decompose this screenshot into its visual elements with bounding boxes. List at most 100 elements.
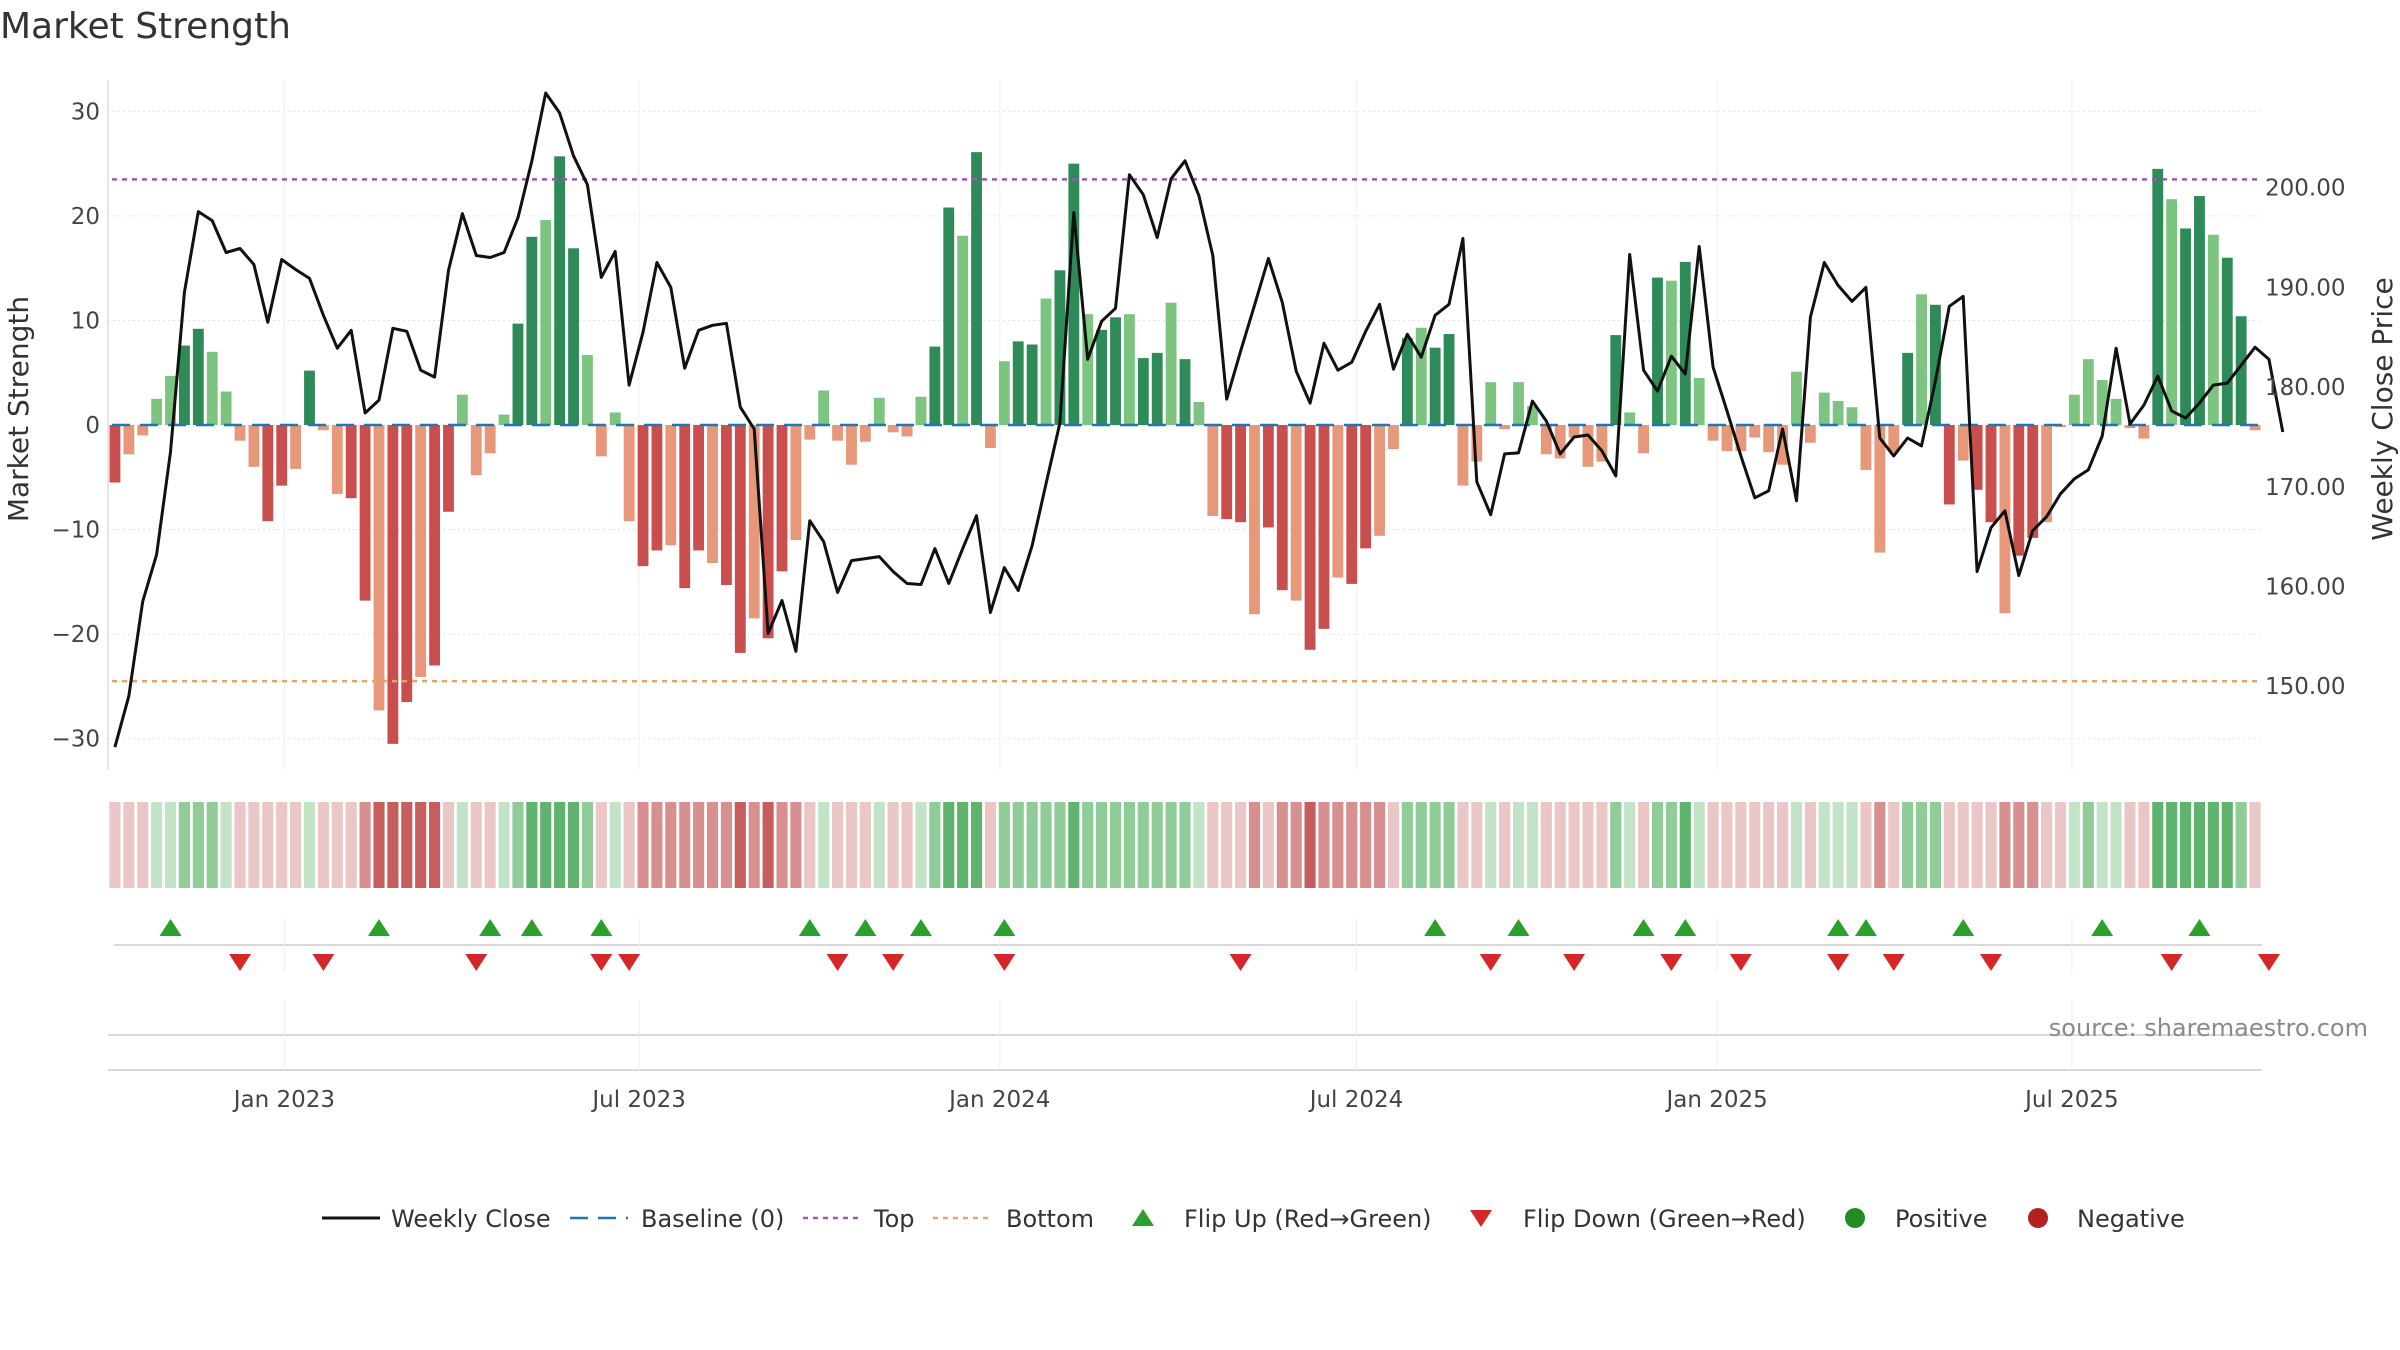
heat-cell (1054, 802, 1066, 888)
strength-bar (679, 425, 691, 589)
heat-cell (1804, 802, 1816, 888)
strength-bar (929, 346, 941, 425)
strength-bar (1971, 425, 1983, 490)
heat-cell (317, 802, 329, 888)
strength-bar (1096, 329, 1108, 425)
flip-down-marker (618, 954, 641, 971)
right-tick-label: 150.00 (2265, 674, 2345, 700)
heat-cell (998, 802, 1010, 888)
strength-bar (1429, 347, 1441, 425)
heat-cell (1902, 802, 1914, 888)
strength-bar (1832, 400, 1844, 425)
heat-cell (2221, 802, 2233, 888)
heat-cell (845, 802, 858, 888)
heat-cell (595, 802, 607, 888)
strength-bar (2249, 425, 2261, 431)
strength-bar (1054, 270, 1066, 425)
heat-cell (609, 802, 621, 888)
heat-cell (1651, 802, 1664, 888)
strength-bar (1123, 314, 1135, 425)
heat-cell (1165, 802, 1177, 888)
heat-cell (1888, 802, 1900, 888)
flip-up-marker (798, 919, 821, 936)
strength-bar (915, 396, 927, 425)
right-tick-label: 170.00 (2265, 475, 2345, 501)
heat-cell (1499, 802, 1511, 888)
strength-bar (1665, 280, 1677, 425)
heat-cell (345, 802, 357, 888)
strength-bar (1332, 425, 1344, 578)
heat-cell (1123, 802, 1135, 888)
right-axis: 200.00 190.00 180.00 170.00 160.00 150.00 (2265, 176, 2345, 701)
strength-bar (873, 397, 885, 425)
strength-bar (415, 425, 427, 677)
strength-bar (1068, 163, 1080, 426)
flip-up-marker (367, 919, 390, 936)
heat-cell (957, 802, 969, 888)
heat-strip (109, 802, 2261, 888)
heat-cell (1276, 802, 1288, 888)
strength-bar (957, 235, 969, 425)
flip-up-marker (590, 919, 613, 936)
strength-bar (276, 425, 288, 486)
strength-bar (1679, 261, 1691, 425)
strength-bar (429, 425, 440, 666)
heat-cell (470, 802, 482, 888)
strength-bar (234, 425, 246, 441)
strength-bar (1791, 371, 1802, 425)
heat-cell (1262, 802, 1274, 888)
heat-cell (637, 802, 649, 888)
strength-bar (2221, 257, 2233, 425)
strength-bar (1846, 407, 1858, 425)
strength-bar (456, 394, 468, 425)
heat-cell (1860, 802, 1872, 888)
heat-cell (887, 802, 899, 888)
heat-cell (1012, 802, 1024, 888)
heat-cell (1235, 802, 1247, 888)
heat-cell (1582, 802, 1594, 888)
strength-bar (568, 248, 579, 425)
heat-cell (1248, 802, 1261, 888)
heat-cell (1568, 802, 1580, 888)
flip-up-marker (1632, 919, 1655, 936)
strength-bar (1110, 317, 1121, 425)
strength-bar (707, 425, 718, 563)
heat-cell (1929, 802, 1941, 888)
heat-cell (1777, 802, 1789, 888)
x-tick-label: Jan 2024 (947, 1087, 1050, 1113)
strength-bar (832, 425, 844, 441)
heat-cell (1554, 802, 1566, 888)
flip-down-marker (2160, 954, 2183, 971)
strength-bar (554, 156, 566, 425)
flip-up-marker (1827, 919, 1850, 936)
strength-bar (2013, 425, 2025, 556)
strength-bar (1985, 425, 1997, 523)
strength-bar (1082, 314, 1094, 425)
strength-bar (151, 398, 163, 425)
x-tick-label: Jul 2024 (1308, 1087, 1404, 1113)
heat-cell (2235, 802, 2247, 888)
strength-bar (2082, 359, 2094, 425)
flip-down-marker (229, 954, 252, 971)
heat-cell (1304, 802, 1316, 888)
heat-cell (178, 802, 190, 888)
heat-cell (387, 802, 399, 888)
legend: Weekly Close Baseline (0) Top Bottom Flip Up… (322, 1205, 2185, 1233)
heat-cell (415, 802, 427, 888)
heat-cell (832, 802, 844, 888)
heat-cell (1832, 802, 1844, 888)
strength-bar (109, 425, 121, 483)
heat-cell (873, 802, 885, 888)
strength-bar (345, 425, 357, 499)
heat-cell (734, 802, 746, 888)
strength-bar (971, 152, 982, 426)
strength-bar (720, 425, 732, 585)
right-tick-label: 180.00 (2265, 375, 2345, 401)
strength-bar (998, 361, 1010, 425)
strength-bar (1957, 425, 1969, 461)
left-axis-label: Market Strength (2, 296, 35, 522)
heat-cell (512, 802, 524, 888)
strength-bar (1457, 425, 1469, 486)
heat-cell (2193, 802, 2206, 888)
strength-bar (304, 370, 315, 425)
